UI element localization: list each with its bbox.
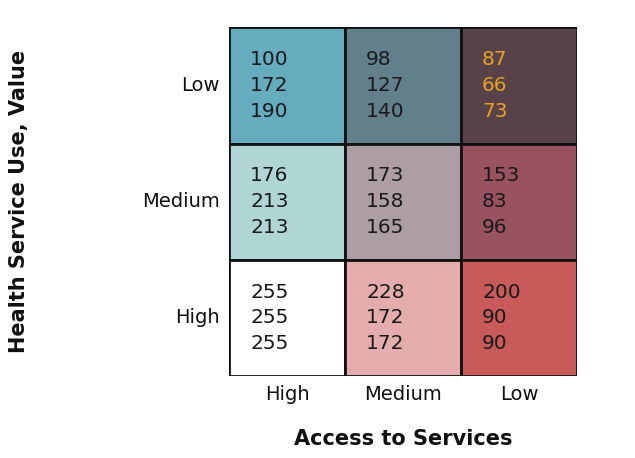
Text: Health Service Use, Value: Health Service Use, Value	[9, 50, 29, 353]
Bar	[345, 143, 461, 260]
Text: 173: 173	[366, 167, 404, 185]
Text: 200: 200	[482, 283, 521, 301]
Text: 213: 213	[250, 218, 288, 236]
Text: Medium: Medium	[142, 192, 220, 211]
Text: 87: 87	[482, 50, 508, 70]
Text: Access to Services: Access to Services	[294, 429, 512, 449]
Text: 228: 228	[366, 283, 404, 301]
Text: 90: 90	[482, 308, 508, 327]
Text: 255: 255	[250, 333, 288, 353]
Text: High: High	[175, 308, 220, 327]
Text: 172: 172	[250, 76, 288, 95]
Text: Medium: Medium	[364, 385, 442, 404]
Text: 83: 83	[482, 192, 508, 211]
Bar	[345, 27, 461, 143]
Text: 255: 255	[250, 308, 288, 327]
Bar	[345, 260, 461, 376]
Text: 127: 127	[366, 76, 404, 95]
Bar	[461, 260, 577, 376]
Text: 172: 172	[366, 333, 404, 353]
Text: Low: Low	[500, 385, 538, 404]
Text: 90: 90	[482, 333, 508, 353]
Text: 96: 96	[482, 218, 507, 236]
Text: 255: 255	[250, 283, 288, 301]
Text: High: High	[265, 385, 309, 404]
Text: 73: 73	[482, 102, 507, 120]
Text: 165: 165	[366, 218, 404, 236]
Text: 98: 98	[366, 50, 392, 70]
Text: 140: 140	[366, 102, 404, 120]
Text: Low: Low	[182, 76, 220, 95]
Text: 100: 100	[250, 50, 289, 70]
Text: 190: 190	[250, 102, 288, 120]
Bar	[461, 27, 577, 143]
Text: 66: 66	[482, 76, 507, 95]
Text: 172: 172	[366, 308, 404, 327]
Bar	[229, 27, 345, 143]
Text: 153: 153	[482, 167, 521, 185]
Bar	[229, 143, 345, 260]
Text: 176: 176	[250, 167, 288, 185]
Bar	[229, 260, 345, 376]
Text: 158: 158	[366, 192, 404, 211]
Text: 213: 213	[250, 192, 288, 211]
Bar	[461, 143, 577, 260]
